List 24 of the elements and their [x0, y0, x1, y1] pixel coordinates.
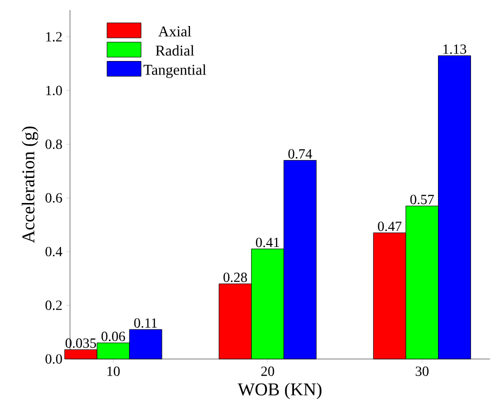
data-label: 0.06: [102, 332, 126, 342]
y-tick-label: 1.0: [46, 86, 62, 96]
y-tick-label: 0.4: [46, 246, 62, 256]
data-label: 0.11: [134, 318, 157, 328]
y-tick-label: 0.2: [46, 300, 62, 310]
data-label: 0.57: [410, 194, 434, 204]
x-tick-label: 20: [261, 366, 274, 376]
data-label: 0.74: [288, 149, 312, 159]
legend-label: Axial: [158, 26, 192, 37]
data-label: 0.035: [66, 338, 96, 348]
y-tick-label: 0.0: [46, 354, 62, 364]
data-label: 0.28: [224, 272, 247, 282]
x-axis-title: WOB (KN): [238, 382, 322, 400]
y-tick-label: 1.2: [46, 32, 62, 42]
legend-label: Tangential: [144, 64, 206, 78]
data-label: 1.13: [443, 44, 466, 54]
data-label: 0.41: [256, 238, 280, 248]
data-label: 0.47: [378, 222, 402, 232]
y-tick-label: 0.8: [46, 139, 62, 149]
x-tick-label: 30: [416, 366, 429, 376]
legend-label: Radial: [156, 45, 194, 56]
y-axis-title: Acceleration (g): [22, 126, 38, 244]
y-tick-label: 0.6: [46, 193, 62, 203]
x-tick-label: 10: [107, 366, 120, 376]
